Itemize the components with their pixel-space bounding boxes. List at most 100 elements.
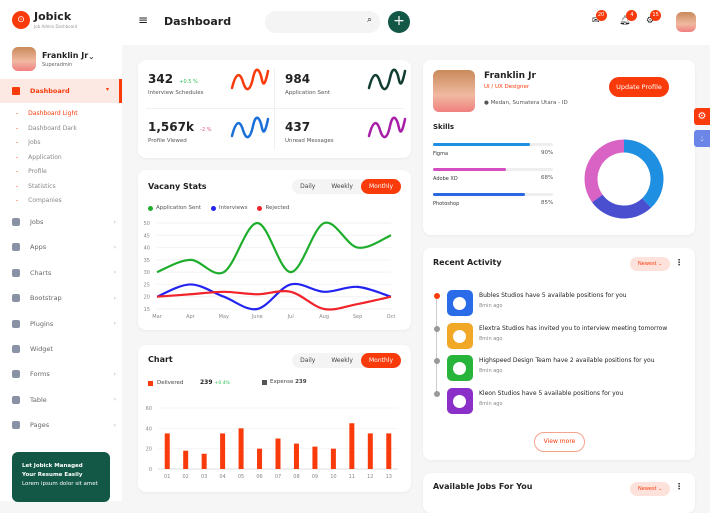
filter-dropdown[interactable]: Newest ⌄	[630, 482, 671, 496]
x-tick-label: 03	[201, 474, 207, 480]
apps-icon	[12, 243, 20, 252]
legend-item[interactable]: Interviews	[211, 205, 247, 211]
series-line	[156, 282, 392, 311]
legend-swatch	[148, 380, 153, 386]
chevron-down-icon[interactable]: ⌄	[88, 52, 95, 61]
legend-item[interactable]: Rejected	[257, 205, 289, 211]
bar	[238, 428, 244, 469]
user-name[interactable]: Franklin Jr	[42, 51, 89, 60]
sidebar-subitem[interactable]: Application	[16, 154, 62, 161]
tab-monthly[interactable]: Monthly	[360, 353, 401, 368]
activity-text[interactable]: Highspeed Design Team have 2 available p…	[479, 357, 655, 364]
menu-icon[interactable]: ≡	[138, 13, 149, 27]
x-tick-label: 13	[386, 474, 392, 480]
sidebar-item-label: Forms	[30, 370, 50, 379]
sidebar-subitem[interactable]: Statistics	[16, 183, 55, 190]
sidebar-item-jobs[interactable]: Jobs ›	[12, 218, 116, 226]
bar	[183, 450, 189, 469]
tab-daily[interactable]: Daily	[300, 183, 316, 190]
company-logo-icon	[447, 387, 473, 414]
x-tick-label: Sep	[353, 314, 362, 320]
tab-weekly[interactable]: Weekly	[331, 357, 353, 364]
skill-percent: 85%	[541, 200, 554, 206]
stat-value: 984	[285, 72, 311, 86]
activity-time: 8min ago	[479, 303, 503, 309]
sidebar-item-table[interactable]: Table ›	[12, 395, 116, 404]
sidebar-item-label: Widget	[30, 345, 53, 353]
stat-label: Application Sent	[285, 90, 330, 96]
y-tick-label: 25	[144, 282, 150, 288]
filter-dropdown[interactable]: Newest ⌄	[630, 257, 671, 271]
activity-text[interactable]: Elextra Studios has invited you to inter…	[479, 324, 668, 332]
sidebar-item-widget[interactable]: Widget	[12, 345, 116, 353]
stat-value: 1,567k	[148, 120, 194, 134]
sidebar-item-forms[interactable]: Forms ›	[12, 370, 116, 379]
page-title: Dashboard	[164, 15, 232, 28]
legend-swatch	[262, 379, 267, 385]
x-tick-label: 01	[164, 474, 170, 480]
y-tick-label: 20	[146, 447, 152, 453]
forms-icon	[12, 370, 20, 379]
tab-monthly[interactable]: Monthly	[360, 179, 401, 194]
add-button[interactable]: +	[388, 11, 410, 33]
bar	[293, 443, 299, 469]
activity-text[interactable]: Kleon Studios have 5 available positions…	[479, 389, 624, 397]
chevron-right-icon: ›	[113, 320, 116, 328]
chevron-right-icon: ›	[113, 269, 116, 277]
theme-drop-icon[interactable]: 💧︎	[694, 130, 710, 147]
legend-expense: Expense 239	[262, 379, 307, 385]
x-tick-label: 04	[219, 474, 225, 480]
sidebar-subitem[interactable]: Companies	[16, 197, 61, 204]
bar	[257, 448, 263, 469]
sidebar-item-pages[interactable]: Pages ›	[12, 421, 116, 430]
sidebar-item-plugins[interactable]: Plugins ›	[12, 319, 116, 328]
tab-daily[interactable]: Daily	[300, 357, 316, 364]
view-more-button[interactable]: View more	[534, 432, 585, 452]
more-icon[interactable]: ⋮	[675, 482, 683, 491]
search-icon[interactable]: ⌕	[366, 15, 372, 25]
charts-icon	[12, 268, 20, 277]
bell-icon[interactable]: 🔔︎ 4	[619, 10, 638, 26]
legend-label: Application Sent	[156, 205, 201, 211]
x-tick-label: 08	[293, 474, 299, 480]
skill-fill	[433, 143, 531, 146]
x-tick-label: June	[251, 314, 263, 320]
sidebar-item-charts[interactable]: Charts ›	[12, 268, 116, 277]
y-tick-label: 15	[144, 307, 150, 313]
sidebar-subitem[interactable]: Dashboard Dark	[16, 125, 77, 132]
header-avatar[interactable]	[676, 12, 696, 32]
update-profile-button[interactable]: Update Profile	[609, 77, 669, 97]
more-icon[interactable]: ⋮	[675, 258, 683, 267]
activity-text[interactable]: Bubles Studios have 5 available position…	[479, 292, 627, 299]
sidebar-item-apps[interactable]: Apps ›	[12, 243, 116, 252]
sidebar-subitem[interactable]: Dashboard Light	[16, 110, 77, 117]
skills-title: Skills	[433, 123, 455, 131]
search-input[interactable]: ⌕	[265, 11, 380, 33]
x-tick-label: Apr	[186, 314, 196, 320]
promo-card[interactable]: Let Jobick Managed Your Resume Easily Lo…	[12, 452, 110, 502]
sidebar-item-bootstrap[interactable]: Bootstrap ›	[12, 294, 116, 303]
skill-bar	[433, 193, 553, 196]
sidebar-subitem[interactable]: Profile	[16, 168, 47, 175]
gear-icon[interactable]: ⚙ 15	[646, 10, 662, 26]
message-icon[interactable]: ✉ 20	[592, 10, 607, 26]
y-tick-label: 35	[144, 258, 150, 264]
y-tick-label: 30	[144, 270, 150, 276]
legend-item[interactable]: Application Sent	[148, 205, 201, 211]
avatar[interactable]	[12, 47, 36, 71]
stat-item: 437 Unread Messages	[285, 120, 334, 144]
promo-line1: Let Jobick Managed	[22, 463, 83, 469]
sidebar-subitem[interactable]: Jobs	[16, 139, 40, 146]
x-tick-label: 10	[330, 474, 336, 480]
chevron-right-icon: ›	[113, 421, 116, 429]
dashboard-icon	[12, 87, 20, 95]
y-tick-label: 40	[144, 246, 150, 252]
sidebar-item-dashboard[interactable]: Dashboard ▾	[0, 79, 122, 103]
sidebar-item-label: Pages	[30, 421, 50, 430]
logo-icon: ⊙	[12, 11, 30, 29]
caret-down-icon: ▾	[106, 86, 110, 93]
skill-percent: 90%	[541, 150, 554, 156]
settings-gear-icon[interactable]: ⚙	[694, 108, 710, 125]
available-jobs-card: Available Jobs For You Newest ⌄ ⋮	[423, 473, 695, 513]
tab-weekly[interactable]: Weekly	[331, 183, 353, 190]
